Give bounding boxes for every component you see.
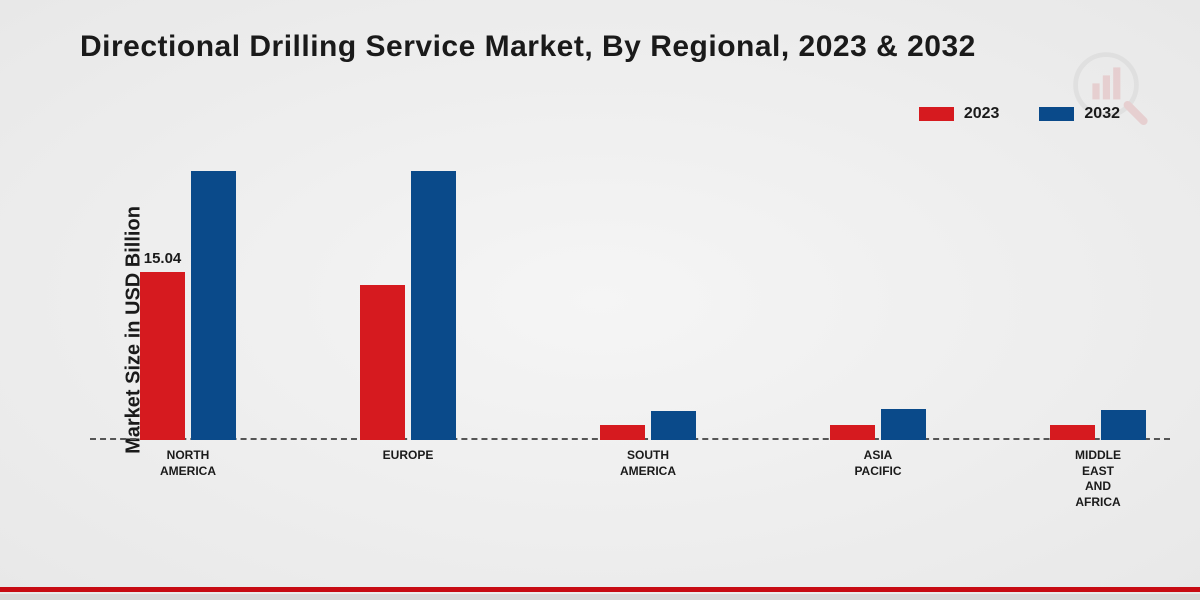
legend: 2023 2032	[919, 105, 1120, 123]
bar	[881, 409, 926, 440]
bar	[651, 411, 696, 440]
bar	[360, 285, 405, 440]
x-axis-category-label: NORTHAMERICA	[118, 448, 258, 479]
bar	[411, 171, 456, 440]
bar	[600, 425, 645, 440]
bar-group: EUROPE	[360, 171, 456, 440]
legend-swatch-2023	[919, 107, 954, 121]
legend-swatch-2032	[1039, 107, 1074, 121]
x-axis-category-label: SOUTHAMERICA	[578, 448, 718, 479]
bar	[191, 171, 236, 440]
legend-item-2023: 2023	[919, 105, 1000, 123]
legend-item-2032: 2032	[1039, 105, 1120, 123]
bar	[1050, 425, 1095, 440]
bar-group: SOUTHAMERICA	[600, 411, 696, 440]
legend-label-2023: 2023	[964, 105, 1000, 123]
bar-value-label: 15.04	[144, 250, 182, 267]
chart-title: Directional Drilling Service Market, By …	[80, 30, 976, 64]
bar-group: MIDDLEEASTANDAFRICA	[1050, 410, 1146, 440]
chart-plot-area: 15.04NORTHAMERICAEUROPESOUTHAMERICAASIAP…	[90, 160, 1170, 500]
x-axis-category-label: MIDDLEEASTANDAFRICA	[1028, 448, 1168, 510]
footer-accent-bar	[0, 587, 1200, 592]
bar: 15.04	[140, 272, 185, 440]
bar	[1101, 410, 1146, 440]
bar-group: 15.04NORTHAMERICA	[140, 171, 236, 440]
x-axis-category-label: EUROPE	[338, 448, 478, 464]
legend-label-2032: 2032	[1084, 105, 1120, 123]
bar-group: ASIAPACIFIC	[830, 409, 926, 440]
x-axis-category-label: ASIAPACIFIC	[808, 448, 948, 479]
footer-underline	[0, 594, 1200, 600]
bar	[830, 425, 875, 440]
